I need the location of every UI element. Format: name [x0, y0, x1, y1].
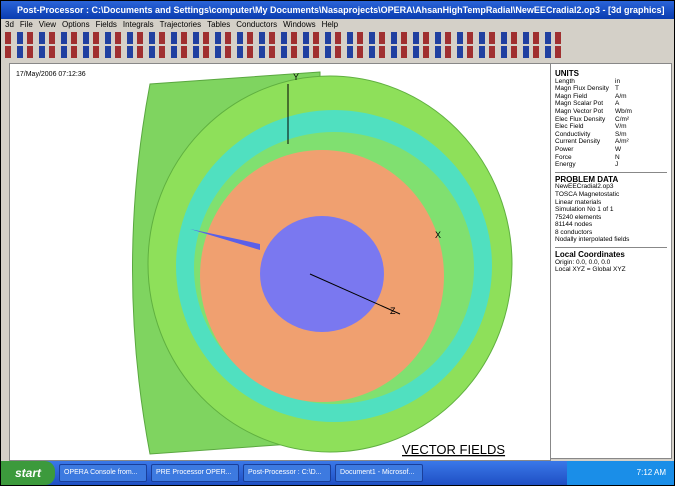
menu-item[interactable]: Trajectories [160, 19, 202, 31]
logo: VECTOR FIELDS [402, 442, 505, 457]
unit-cell: Energy [555, 161, 615, 169]
menu-item[interactable]: Conductors [236, 19, 277, 31]
coords-heading: Local Coordinates [555, 251, 667, 259]
task-button[interactable]: PRE Processor OPER... [151, 464, 239, 482]
unit-cell: Elec Field [555, 123, 615, 131]
window-title: Post-Processor : C:\Documents and Settin… [1, 1, 674, 19]
unit-cell: Magn Flux Density [555, 85, 615, 93]
timestamp: 17/May/2006 07:12:36 [16, 71, 86, 78]
start-button[interactable]: start [1, 461, 55, 485]
divider [555, 247, 667, 248]
unit-cell: Magn Scalar Pot [555, 100, 615, 108]
menu-item[interactable]: 3d [5, 19, 14, 31]
problem-line: 81144 nodes [555, 221, 667, 229]
coords-line: Origin: 0.0, 0.0, 0.0 [555, 259, 667, 267]
unit-cell: A/m [615, 93, 627, 101]
menu-item[interactable]: Windows [283, 19, 315, 31]
unit-cell: T [615, 85, 619, 93]
clock: 7:12 AM [567, 461, 674, 485]
unit-cell: J [615, 161, 618, 169]
viewport: 17/May/2006 07:12:36 Y X Z VECTOR FIELDS [9, 63, 551, 461]
unit-cell: Conductivity [555, 131, 615, 139]
blue-core [260, 216, 384, 332]
problem-line: TOSCA Magnetostatic [555, 191, 667, 199]
unit-cell: Force [555, 154, 615, 162]
coords-line: Local XYZ = Global XYZ [555, 266, 667, 274]
unit-cell: Current Density [555, 138, 615, 146]
axis-label: X [435, 230, 441, 240]
problem-line: 75240 elements [555, 214, 667, 222]
problem-line: NewEECradial2.op3 [555, 183, 667, 191]
menu-bar: 3d File View Options Fields Integrals Trajecto… [1, 19, 674, 31]
unit-cell: W [615, 146, 621, 154]
unit-cell: V/m [615, 123, 627, 131]
menu-item[interactable]: Integrals [123, 19, 154, 31]
menu-item[interactable]: Help [322, 19, 338, 31]
problem-line: Linear materials [555, 199, 667, 207]
menu-item[interactable]: Fields [96, 19, 117, 31]
menu-item[interactable]: File [20, 19, 33, 31]
unit-cell: Length [555, 78, 615, 86]
axis-label: Z [390, 306, 396, 316]
problem-line: Simulation No 1 of 1 [555, 206, 667, 214]
taskbar: start OPERA Console from...PRE Processor… [1, 461, 674, 485]
unit-cell: Wb/m [615, 108, 632, 116]
toolbar [1, 46, 561, 58]
unit-cell: S/m [615, 131, 627, 139]
unit-cell: A [615, 100, 619, 108]
task-button[interactable]: Document1 - Microsof... [335, 464, 423, 482]
unit-cell: Power [555, 146, 615, 154]
menu-item[interactable]: View [39, 19, 56, 31]
menu-item[interactable]: Options [62, 19, 90, 31]
problem-line: 8 conductors [555, 229, 667, 237]
task-button[interactable]: OPERA Console from... [59, 464, 147, 482]
unit-cell: N [615, 154, 620, 162]
units-heading: UNITS [555, 70, 667, 78]
axis-label: Y [293, 72, 299, 82]
menu-item[interactable]: Tables [207, 19, 230, 31]
unit-cell: Elec Flux Density [555, 116, 615, 124]
unit-cell: A/m² [615, 138, 629, 146]
toolbar [1, 32, 561, 44]
screen: Post-Processor : C:\Documents and Settin… [0, 0, 675, 486]
divider [555, 172, 667, 173]
problem-line: Nodally interpolated fields [555, 236, 667, 244]
unit-cell: C/m² [615, 116, 629, 124]
unit-cell: Magn Field [555, 93, 615, 101]
model: 17/May/2006 07:12:36 Y X Z VECTOR FIELDS [10, 64, 550, 460]
unit-cell: Magn Vector Pot [555, 108, 615, 116]
unit-cell: in [615, 78, 620, 86]
problem-heading: PROBLEM DATA [555, 176, 667, 184]
task-button[interactable]: Post-Processor : C:\D... [243, 464, 331, 482]
